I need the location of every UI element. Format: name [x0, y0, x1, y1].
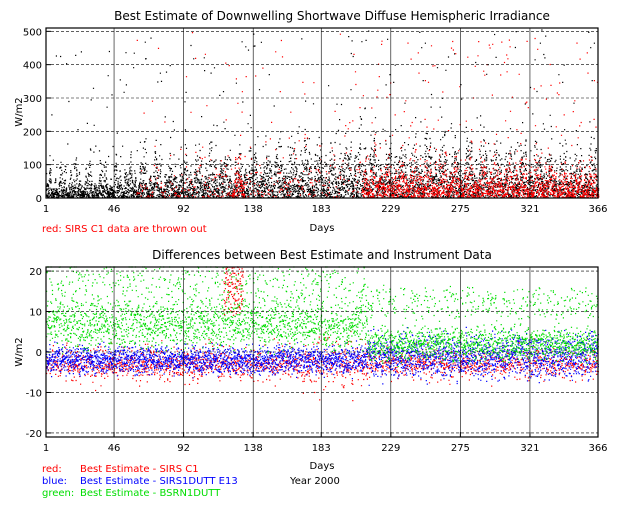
- x-tick-label: 138: [244, 204, 263, 215]
- y-tick-label: -10: [26, 388, 42, 399]
- y-tick-label: 500: [23, 27, 42, 38]
- y-tick-label: 10: [29, 308, 42, 319]
- x-tick-label: 92: [177, 204, 190, 215]
- y-tick-label: 20: [29, 267, 42, 278]
- upper-axes: 1 46 92 138 183 229 275 321 366 0 100 200 300 400 500: [23, 27, 608, 215]
- legend-green-text: Best Estimate - BSRN1DUTT: [80, 488, 221, 499]
- upper-note: red: SIRS C1 data are thrown out: [42, 224, 207, 235]
- plot-frame: [45, 266, 599, 438]
- x-tick-label: 46: [108, 443, 121, 454]
- x-tick-label: 92: [177, 443, 190, 454]
- legend-green-prefix: green:: [42, 488, 74, 499]
- x-tick-label: 138: [244, 443, 263, 454]
- lower-legend: red: Best Estimate - SIRS C1 blue: Best …: [42, 464, 238, 499]
- upper-panel: Best Estimate of Downwelling Shortwave D…: [14, 9, 608, 235]
- y-tick-label: 400: [23, 61, 42, 72]
- legend-red-text: Best Estimate - SIRS C1: [80, 464, 199, 475]
- y-tick-label: 100: [23, 161, 42, 172]
- x-tick-label: 46: [108, 204, 121, 215]
- upper-y-axis-label: W/m2: [14, 97, 25, 126]
- plot-frame: [45, 27, 599, 199]
- legend-blue-text: Best Estimate - SIRS1DUTT E13: [80, 476, 238, 487]
- lower-panel: Differences between Best Estimate and In…: [14, 248, 608, 499]
- x-tick-label: 321: [520, 204, 539, 215]
- x-tick-label: 321: [520, 443, 539, 454]
- x-tick-label: 366: [588, 204, 607, 215]
- lower-y-axis-label: W/m2: [14, 337, 25, 366]
- data-points-blue: [46, 326, 599, 386]
- x-tick-label: 229: [381, 443, 400, 454]
- lower-chart-title: Differences between Best Estimate and In…: [152, 248, 492, 262]
- data-points-black: [46, 29, 600, 199]
- upper-chart-title: Best Estimate of Downwelling Shortwave D…: [114, 9, 550, 23]
- data-points-green: [46, 266, 599, 368]
- lower-axes: 1 46 92 138 183 229 275 321 366 -20 -10 0 10 20: [26, 266, 608, 454]
- y-tick-label: 200: [23, 127, 42, 138]
- lower-plot-data: [46, 266, 599, 402]
- upper-plot-data: [46, 29, 600, 199]
- x-tick-label: 366: [588, 443, 607, 454]
- upper-x-axis-label: Days: [310, 223, 335, 234]
- x-tick-label: 1: [43, 443, 49, 454]
- x-tick-label: 183: [312, 443, 331, 454]
- y-tick-label: 0: [36, 348, 42, 359]
- y-tick-label: 300: [23, 94, 42, 105]
- legend-blue-prefix: blue:: [42, 476, 67, 487]
- x-tick-label: 275: [451, 204, 470, 215]
- x-tick-label: 1: [43, 204, 49, 215]
- y-tick-label: 0: [36, 194, 42, 205]
- x-tick-label: 229: [381, 204, 400, 215]
- lower-x-axis-label: Days: [310, 461, 335, 472]
- lower-grid: [45, 267, 599, 437]
- x-tick-label: 183: [312, 204, 331, 215]
- legend-red-prefix: red:: [42, 464, 62, 475]
- year-label: Year 2000: [289, 476, 340, 487]
- x-tick-label: 275: [451, 443, 470, 454]
- y-tick-label: -20: [26, 429, 42, 440]
